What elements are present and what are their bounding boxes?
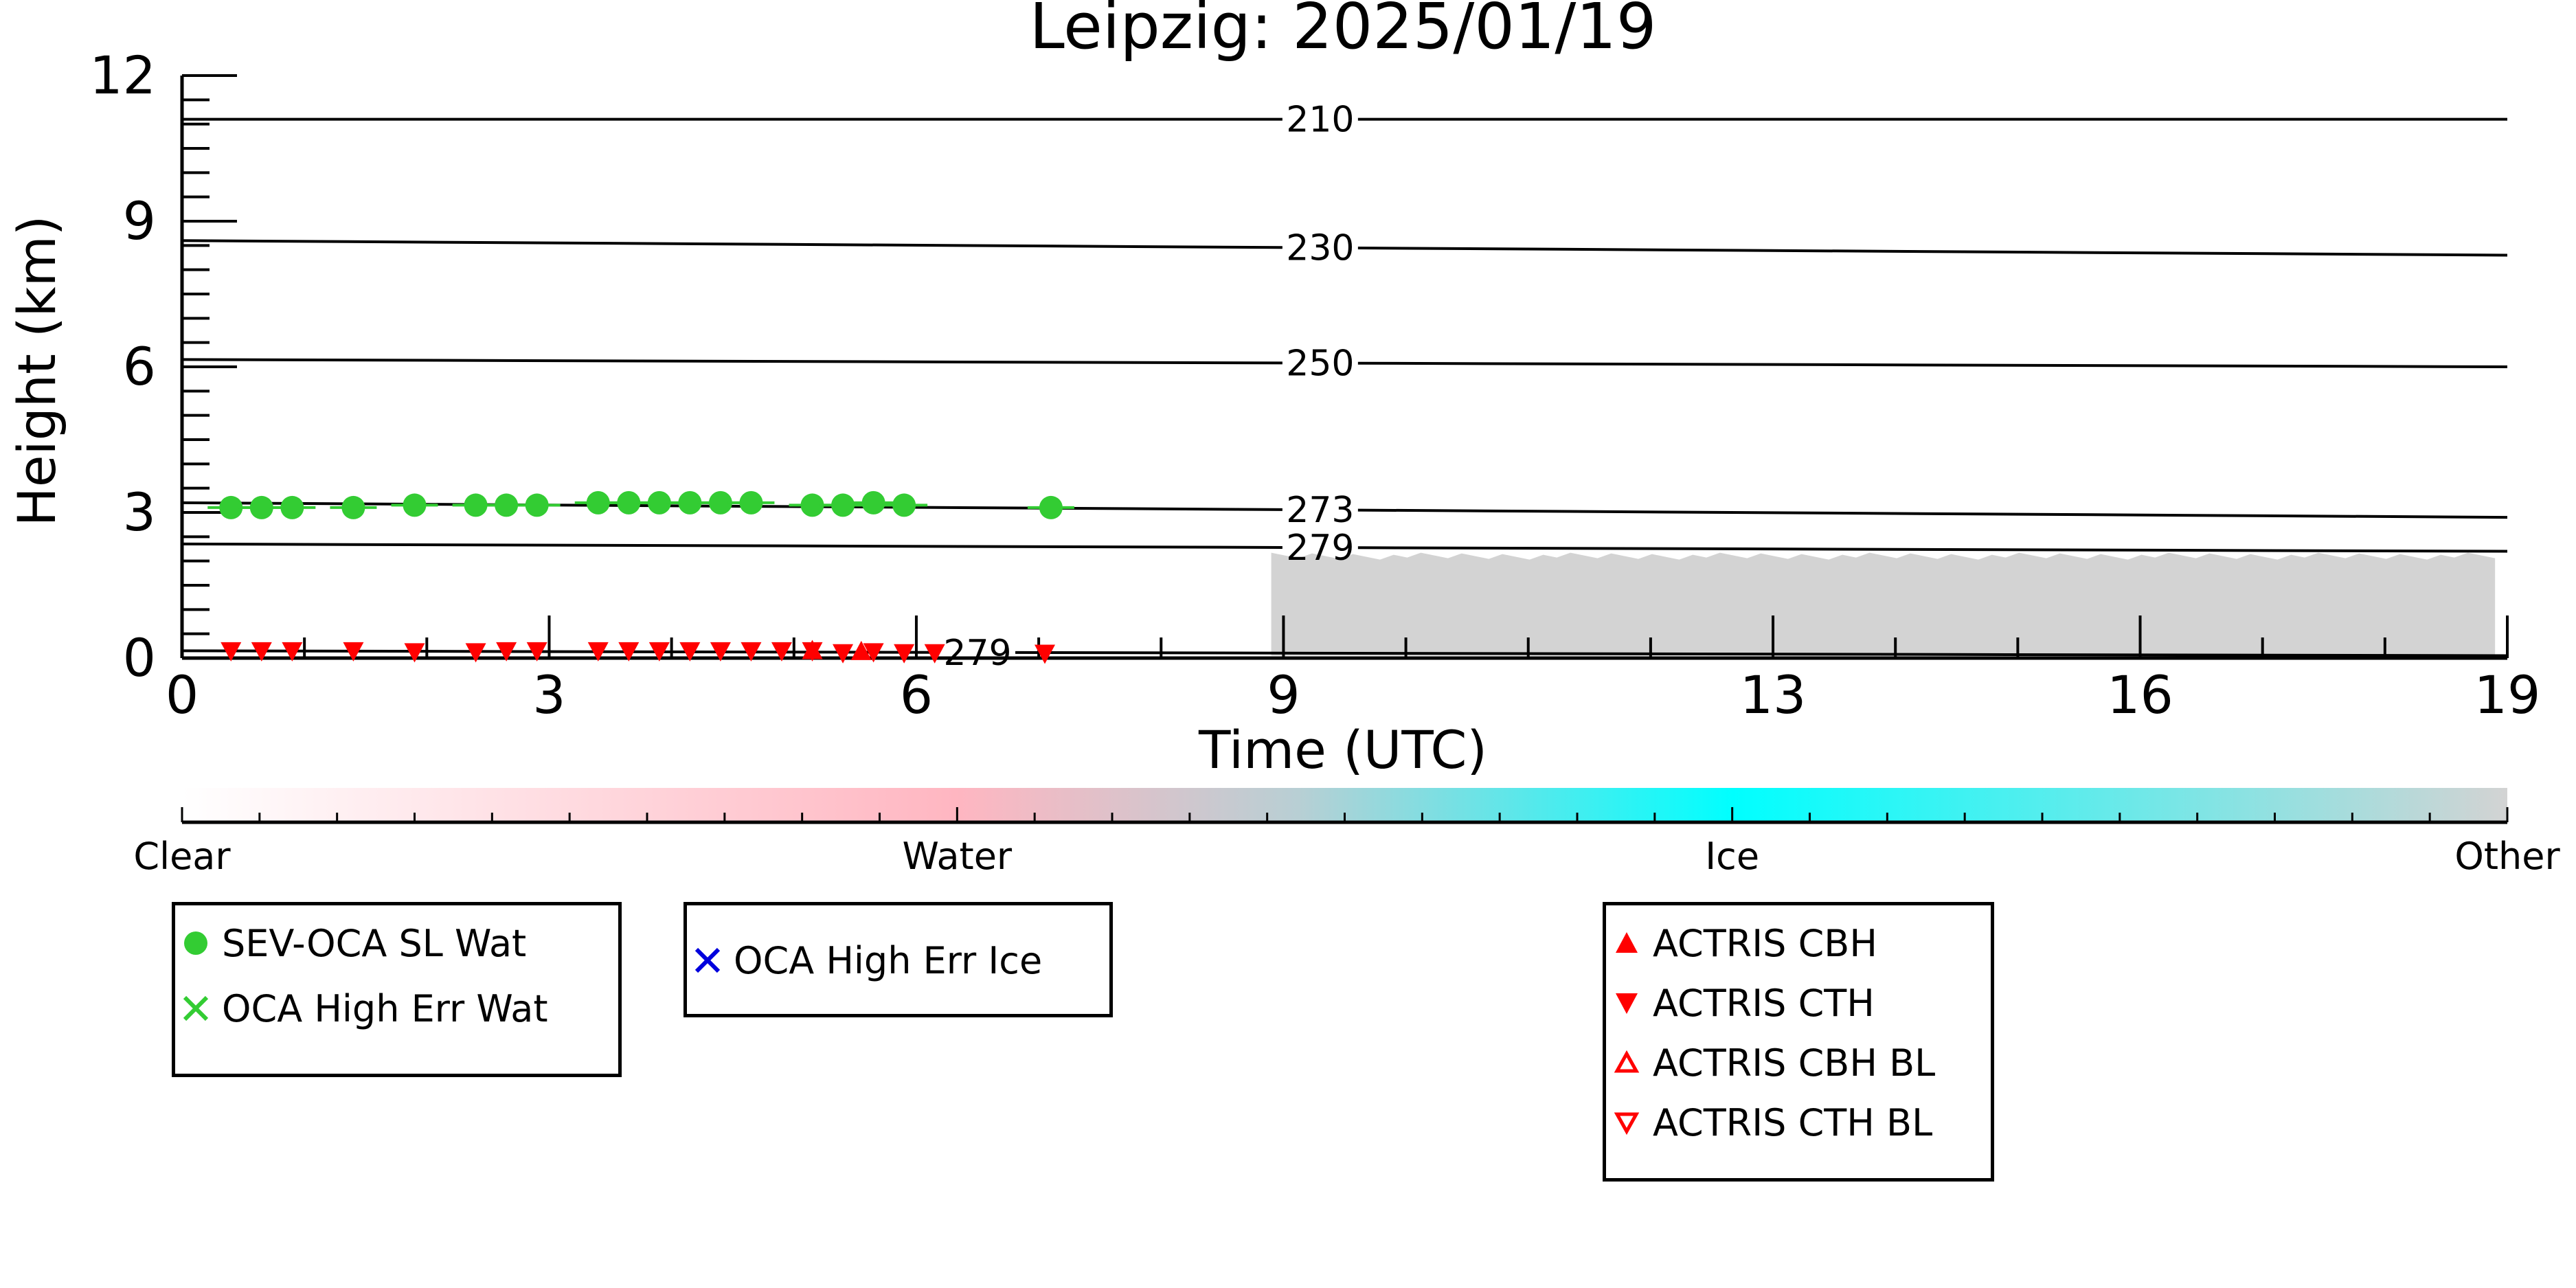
y-tick-label: 6	[123, 336, 156, 397]
actris-cth-point	[648, 642, 670, 662]
actris-cth-point	[863, 643, 884, 663]
colorbar: Clear Water Ice Other	[133, 788, 2560, 878]
legend-label-oca-high-err-wat: OCA High Err Wat	[222, 986, 548, 1030]
isotherm-line	[1357, 546, 2508, 553]
actris-cth-point	[404, 643, 425, 663]
sev-oca-sl-wat-point	[617, 490, 641, 515]
red-triangle-down-outline-icon	[1606, 1102, 1647, 1143]
isotherm-line	[1357, 246, 2508, 257]
x-tick-label: 0	[166, 664, 199, 725]
legend-label-actris-cbh-bl: ACTRIS CBH BL	[1653, 1041, 1936, 1085]
sev-oca-sl-wat-point	[341, 495, 365, 519]
legend-label-sev-oca-sl-wat: SEV-OCA SL Wat	[222, 921, 527, 965]
isotherm-line	[181, 239, 1283, 249]
y-tick-label: 3	[123, 482, 156, 543]
colorbar-label: Clear	[133, 835, 231, 878]
sev-oca-sl-wat-point	[280, 495, 304, 519]
x-tick-label: 16	[2107, 664, 2173, 725]
actris-cth-point	[894, 644, 915, 664]
actris-cth-point	[833, 644, 854, 664]
sev-oca-sl-wat-point	[892, 493, 916, 517]
sev-oca-sl-wat-point	[708, 490, 732, 515]
legend-label-actris-cbh: ACTRIS CBH	[1653, 921, 1877, 965]
isotherm-label: 273	[1286, 490, 1354, 531]
green-circle-marker-icon	[175, 923, 216, 964]
x-axis-label: Time (UTC)	[1198, 719, 1487, 780]
actris-cth-point	[526, 642, 547, 662]
blue-x-marker-icon	[687, 940, 728, 981]
actris-cth-point	[618, 642, 640, 662]
isotherm-line	[1357, 361, 2508, 368]
x-tick-label: 13	[1740, 664, 1807, 725]
isotherm-label: 250	[1286, 343, 1354, 385]
red-triangle-down-icon	[1606, 982, 1647, 1024]
actris-cth-point	[343, 642, 364, 662]
x-tick-label: 6	[900, 664, 933, 725]
sev-oca-sl-wat-point	[739, 490, 763, 515]
y-axis-label: Height (km)	[6, 216, 67, 527]
actris-cth-point	[771, 642, 792, 662]
sev-oca-sl-wat-point	[586, 490, 610, 515]
isotherm-line	[181, 542, 1283, 549]
colorbar-label: Ice	[1705, 835, 1759, 878]
legend-actris: ACTRIS CBH ACTRIS CTH ACTRIS CBH BL ACTR…	[1603, 902, 1994, 1182]
red-triangle-up-outline-icon	[1606, 1042, 1647, 1083]
sev-oca-sl-wat-point	[525, 493, 549, 517]
legend-oca-ice: OCA High Err Ice	[683, 902, 1113, 1017]
sev-oca-sl-wat-point	[1039, 495, 1063, 519]
legend-label-actris-cth-bl: ACTRIS CTH BL	[1653, 1100, 1933, 1144]
sev-oca-sl-wat-point	[678, 490, 702, 515]
chart-title: Leipzig: 2025/01/19	[1030, 0, 1657, 63]
colorbar-label: Other	[2454, 835, 2560, 878]
legend-label-actris-cth: ACTRIS CTH	[1653, 981, 1875, 1025]
actris-cth-point	[1035, 644, 1056, 664]
isotherm-label: 279	[1286, 528, 1354, 569]
actris-cth-point	[710, 642, 731, 662]
actris-cth-point	[465, 643, 486, 663]
red-triangle-up-icon	[1606, 923, 1647, 964]
actris-cth-point	[587, 642, 609, 662]
cloud-mask-other	[1271, 552, 2496, 656]
actris-cth-point	[251, 642, 272, 662]
legend-oca-water: SEV-OCA SL Wat OCA High Err Wat	[172, 902, 622, 1077]
actris-cth-point	[741, 642, 762, 662]
isotherm-line	[1357, 508, 2508, 519]
isotherm-label: 279	[943, 633, 1011, 674]
isotherm-line	[1015, 651, 2508, 657]
sev-oca-sl-wat-point	[249, 495, 273, 519]
actris-cth-point	[282, 642, 303, 662]
actris-cth-point	[496, 642, 517, 662]
y-tick-label: 12	[89, 45, 156, 106]
sev-oca-sl-wat-point	[800, 493, 824, 517]
x-tick-label: 19	[2474, 664, 2541, 725]
sev-oca-sl-wat-point	[831, 493, 855, 517]
actris-cth-point	[679, 642, 701, 662]
isotherm-line	[181, 501, 1283, 511]
sev-oca-sl-wat-point	[647, 490, 671, 515]
y-tick-label: 9	[123, 190, 156, 251]
sev-oca-sl-wat-point	[219, 495, 243, 519]
y-tick-label: 0	[123, 627, 156, 688]
x-tick-label: 9	[1267, 664, 1300, 725]
x-tick-label: 3	[532, 664, 565, 725]
sev-oca-sl-wat-point	[464, 493, 488, 517]
sev-oca-sl-wat-point	[403, 493, 427, 517]
isotherm-line	[181, 358, 1283, 365]
isotherm-label: 230	[1286, 228, 1354, 269]
colorbar-label: Water	[903, 835, 1013, 878]
isotherm-label: 210	[1286, 100, 1354, 141]
sev-oca-sl-wat-point	[495, 493, 519, 517]
actris-cth-point	[802, 642, 823, 662]
actris-cth-point	[924, 644, 945, 664]
green-x-marker-icon	[175, 988, 216, 1029]
legend-label-oca-high-err-ice: OCA High Err Ice	[734, 938, 1043, 982]
sev-oca-sl-wat-point	[861, 490, 885, 515]
actris-cth-point	[221, 642, 242, 662]
actris-cbh-point	[850, 640, 872, 660]
